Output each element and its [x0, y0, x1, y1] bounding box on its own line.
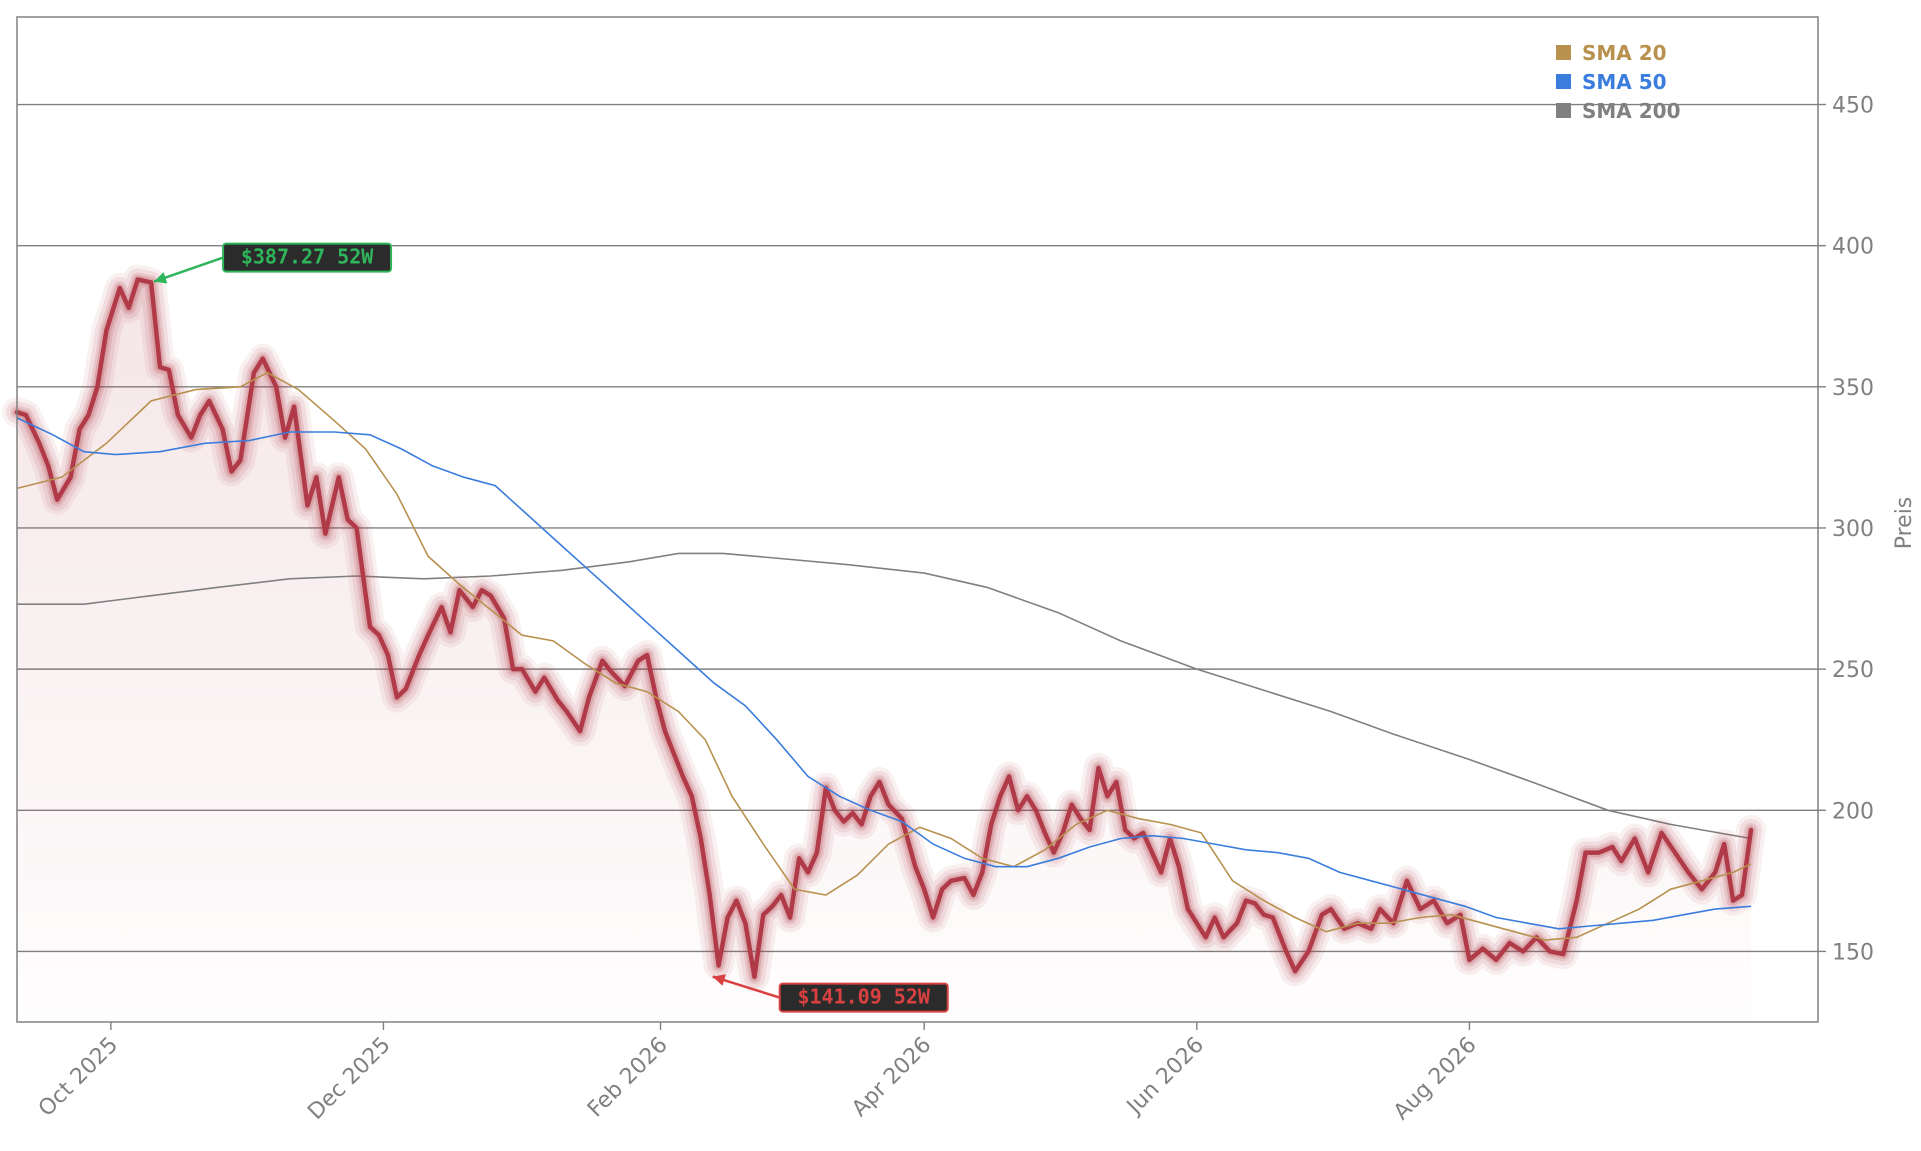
annotation-box	[778, 982, 949, 1013]
legend-swatch	[1556, 45, 1571, 60]
price-area-fill	[17, 279, 1751, 1022]
x-tick-label: Oct 2025	[34, 1033, 123, 1122]
price-line	[14, 277, 1754, 980]
annotation-arrow	[153, 256, 224, 283]
legend-label: SMA 200	[1582, 99, 1681, 123]
annotation-label: $387.27 52W	[241, 245, 374, 269]
annotation-label: $141.09 52W	[797, 985, 930, 1009]
x-tick-label: Dec 2025	[303, 1033, 395, 1125]
legend-swatch	[1556, 74, 1571, 89]
sma200-line	[17, 552, 1752, 840]
annotation-arrowhead	[712, 974, 726, 986]
sma50-line	[16, 417, 1752, 930]
legend-label: SMA 20	[1582, 41, 1667, 65]
y-tick-label: 450	[1832, 94, 1874, 119]
annotation-arrowhead	[154, 272, 168, 284]
legend-label: SMA 50	[1582, 70, 1667, 94]
y-tick-label: 300	[1832, 517, 1874, 542]
y-tick-label: 150	[1832, 940, 1874, 965]
plot-frame	[16, 16, 1819, 1023]
y-tick-label: 200	[1832, 799, 1874, 824]
legend-swatch	[1556, 103, 1571, 118]
x-tick-label: Aug 2026	[1389, 1033, 1482, 1126]
x-tick-label: Jun 2026	[1121, 1033, 1209, 1121]
y-tick-label: 250	[1832, 658, 1874, 683]
sma20-line	[16, 371, 1752, 941]
annotations: $387.27 52W $141.09 52W	[153, 242, 949, 1013]
y-tick-label: 350	[1832, 376, 1874, 401]
y-axis-label: Preis	[1892, 497, 1917, 550]
x-tick-label: Apr 2026	[847, 1033, 936, 1122]
x-axis: Oct 2025 Dec 2025 Feb 2026 Apr 2026 Jun 2026…	[34, 1022, 1482, 1125]
y-axis: 150 200 250 300 350 400 450	[1818, 94, 1874, 965]
annotation-box	[222, 242, 393, 273]
y-tick-label: 400	[1832, 235, 1874, 260]
legend: SMA 20 SMA 50 SMA 200	[1556, 41, 1681, 123]
x-tick-label: Feb 2026	[583, 1033, 673, 1123]
